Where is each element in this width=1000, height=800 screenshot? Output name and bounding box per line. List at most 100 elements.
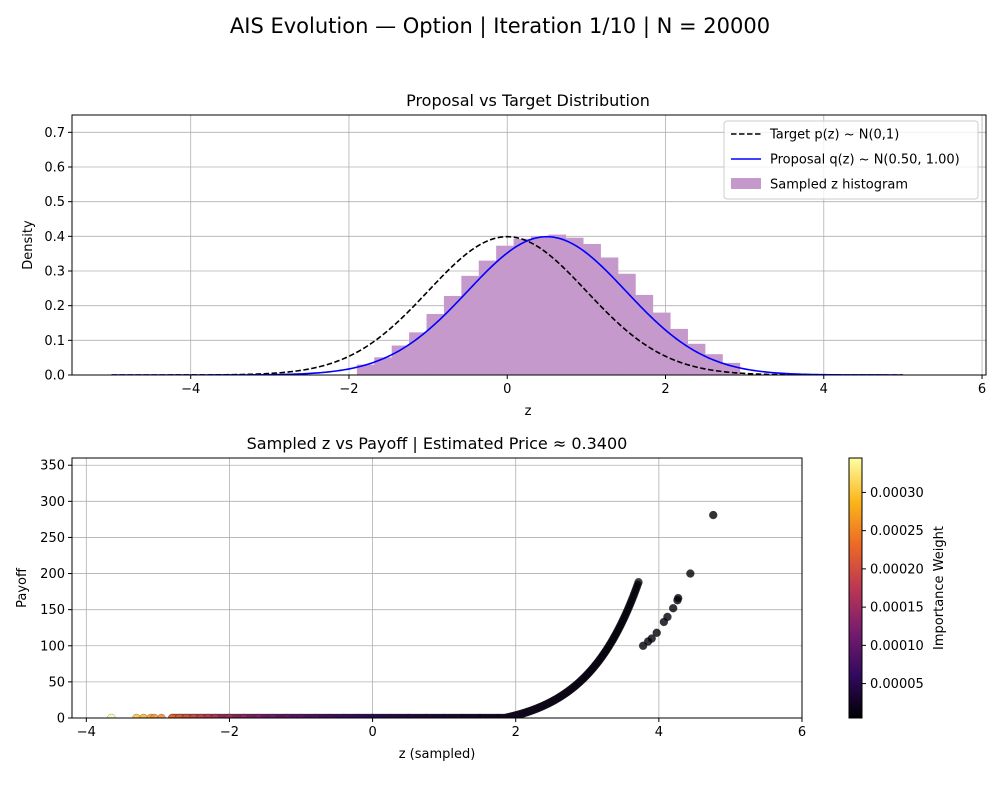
scatter-point bbox=[189, 713, 198, 718]
payoff-y-tick-label: 50 bbox=[48, 675, 65, 690]
density-x-tick-label: 4 bbox=[820, 382, 828, 397]
colorbar-tick-label: 0.00015 bbox=[870, 601, 924, 616]
legend-histogram-swatch bbox=[731, 178, 761, 189]
histogram-bar bbox=[496, 245, 514, 375]
payoff-x-tick-label: 4 bbox=[655, 725, 663, 740]
histogram-bar bbox=[600, 257, 619, 375]
histogram-bar bbox=[687, 343, 706, 375]
legend-target-label: Target p(z) ~ N(0,1) bbox=[769, 128, 899, 143]
scatter-point bbox=[107, 713, 116, 718]
density-x-tick-label: 0 bbox=[503, 382, 511, 397]
scatter-point bbox=[157, 713, 166, 718]
payoff-y-tick-label: 300 bbox=[40, 495, 65, 510]
legend-histogram-label: Sampled z histogram bbox=[770, 178, 908, 193]
payoff-y-tick-label: 0 bbox=[57, 712, 65, 727]
legend-proposal-label: Proposal q(z) ~ N(0.50, 1.00) bbox=[770, 153, 960, 168]
density-y-tick-label: 0.3 bbox=[44, 265, 65, 280]
density-y-tick-label: 0.6 bbox=[44, 161, 65, 176]
payoff-x-tick-label: 6 bbox=[798, 725, 806, 740]
scatter-point bbox=[673, 593, 683, 603]
scatter-point bbox=[150, 713, 159, 718]
scatter-point bbox=[282, 713, 291, 718]
scatter-point bbox=[132, 713, 141, 718]
scatter-point bbox=[253, 713, 263, 718]
histogram-bar bbox=[583, 243, 601, 375]
scatter-point bbox=[167, 713, 177, 718]
density-x-tick-label: −2 bbox=[339, 382, 358, 397]
density-y-tick-label: 0.7 bbox=[44, 126, 65, 141]
density-xlabel: z bbox=[525, 404, 532, 419]
figure-suptitle: AIS Evolution — Option | Iteration 1/10 … bbox=[230, 14, 770, 39]
density-ylabel: Density bbox=[21, 220, 36, 270]
scatter-point bbox=[225, 713, 234, 718]
scatter-point bbox=[354, 713, 363, 718]
scatter-point bbox=[709, 510, 718, 520]
scatter-point bbox=[475, 713, 485, 718]
density-y-tick-label: 0.2 bbox=[44, 299, 65, 314]
density-ticks: −4 −2 0 2 4 6 0.0 0.1 0.2 0.3 0.4 0.5 0.6 0.7 bbox=[44, 126, 986, 397]
scatter-point bbox=[634, 577, 643, 587]
payoff-xlabel: z (sampled) bbox=[399, 747, 476, 762]
histogram-bar bbox=[374, 357, 393, 375]
scatter-point bbox=[422, 713, 431, 718]
scatter-point bbox=[404, 713, 413, 718]
payoff-x-tick-label: 0 bbox=[368, 725, 376, 740]
payoff-chart: Sampled z vs Payoff | Estimated Price ≈ … bbox=[15, 434, 806, 762]
density-frame bbox=[71, 114, 987, 376]
scatter-point bbox=[175, 713, 184, 718]
histogram-bar bbox=[426, 313, 445, 375]
payoff-y-tick-label: 150 bbox=[40, 603, 65, 618]
payoff-y-tick-label: 100 bbox=[40, 639, 65, 654]
colorbar-tick-label: 0.00025 bbox=[870, 524, 924, 539]
histogram-bar bbox=[635, 294, 654, 375]
payoff-y-tick-label: 200 bbox=[40, 567, 65, 582]
scatter-point bbox=[268, 713, 277, 718]
scatter-point bbox=[296, 713, 306, 718]
scatter-point bbox=[647, 634, 656, 643]
payoff-y-tick-label: 350 bbox=[40, 459, 65, 474]
histogram-bar bbox=[618, 273, 636, 375]
histogram-bar bbox=[652, 312, 671, 375]
scatter-point bbox=[203, 713, 213, 718]
density-y-tick-label: 0.1 bbox=[44, 334, 65, 349]
density-x-tick-label: 6 bbox=[978, 382, 986, 397]
colorbar: 0.00005 0.00010 0.00015 0.00020 0.00025 0.000… bbox=[848, 457, 947, 719]
scatter-point bbox=[210, 713, 220, 718]
density-legend: Target p(z) ~ N(0,1) Proposal q(z) ~ N(0… bbox=[723, 120, 979, 200]
colorbar-ticks: 0.00005 0.00010 0.00015 0.00020 0.00025 0.000… bbox=[862, 486, 924, 692]
density-chart-title: Proposal vs Target Distribution bbox=[406, 91, 650, 110]
payoff-chart-title: Sampled z vs Payoff | Estimated Price ≈ … bbox=[247, 434, 628, 453]
scatter-point bbox=[686, 569, 695, 578]
histogram-bar bbox=[670, 328, 688, 375]
scatter-point bbox=[668, 603, 678, 613]
payoff-frame bbox=[71, 457, 803, 719]
scatter-point bbox=[439, 713, 449, 718]
scatter-point bbox=[386, 713, 395, 718]
colorbar-tick-label: 0.00005 bbox=[870, 677, 924, 692]
histogram-bar bbox=[356, 364, 375, 375]
scatter-points bbox=[107, 510, 718, 718]
scatter-point bbox=[196, 713, 206, 718]
density-y-tick-label: 0.5 bbox=[44, 195, 65, 210]
scatter-point bbox=[139, 713, 148, 718]
histogram-bar bbox=[461, 275, 480, 375]
scatter-point bbox=[663, 612, 672, 622]
histogram-bar bbox=[530, 236, 549, 375]
payoff-x-tick-label: −4 bbox=[77, 725, 96, 740]
colorbar-tick-label: 0.00020 bbox=[870, 562, 924, 577]
histogram-bar bbox=[513, 238, 532, 375]
scatter-point bbox=[457, 713, 467, 718]
payoff-ticks: −4 −2 0 2 4 6 0 50 100 150 200 250 300 350 bbox=[40, 459, 806, 740]
scatter-point bbox=[493, 713, 503, 718]
colorbar-label: Importance Weight bbox=[932, 526, 947, 650]
histogram bbox=[356, 234, 741, 375]
density-y-tick-label: 0.0 bbox=[44, 369, 65, 384]
scatter-point bbox=[368, 713, 377, 718]
histogram-bar bbox=[409, 332, 427, 375]
payoff-ylabel: Payoff bbox=[15, 567, 30, 608]
density-x-tick-label: −4 bbox=[181, 382, 200, 397]
colorbar-tick-label: 0.00010 bbox=[870, 639, 924, 654]
payoff-y-tick-label: 250 bbox=[40, 531, 65, 546]
scatter-point bbox=[239, 713, 249, 718]
colorbar-gradient bbox=[848, 457, 863, 719]
